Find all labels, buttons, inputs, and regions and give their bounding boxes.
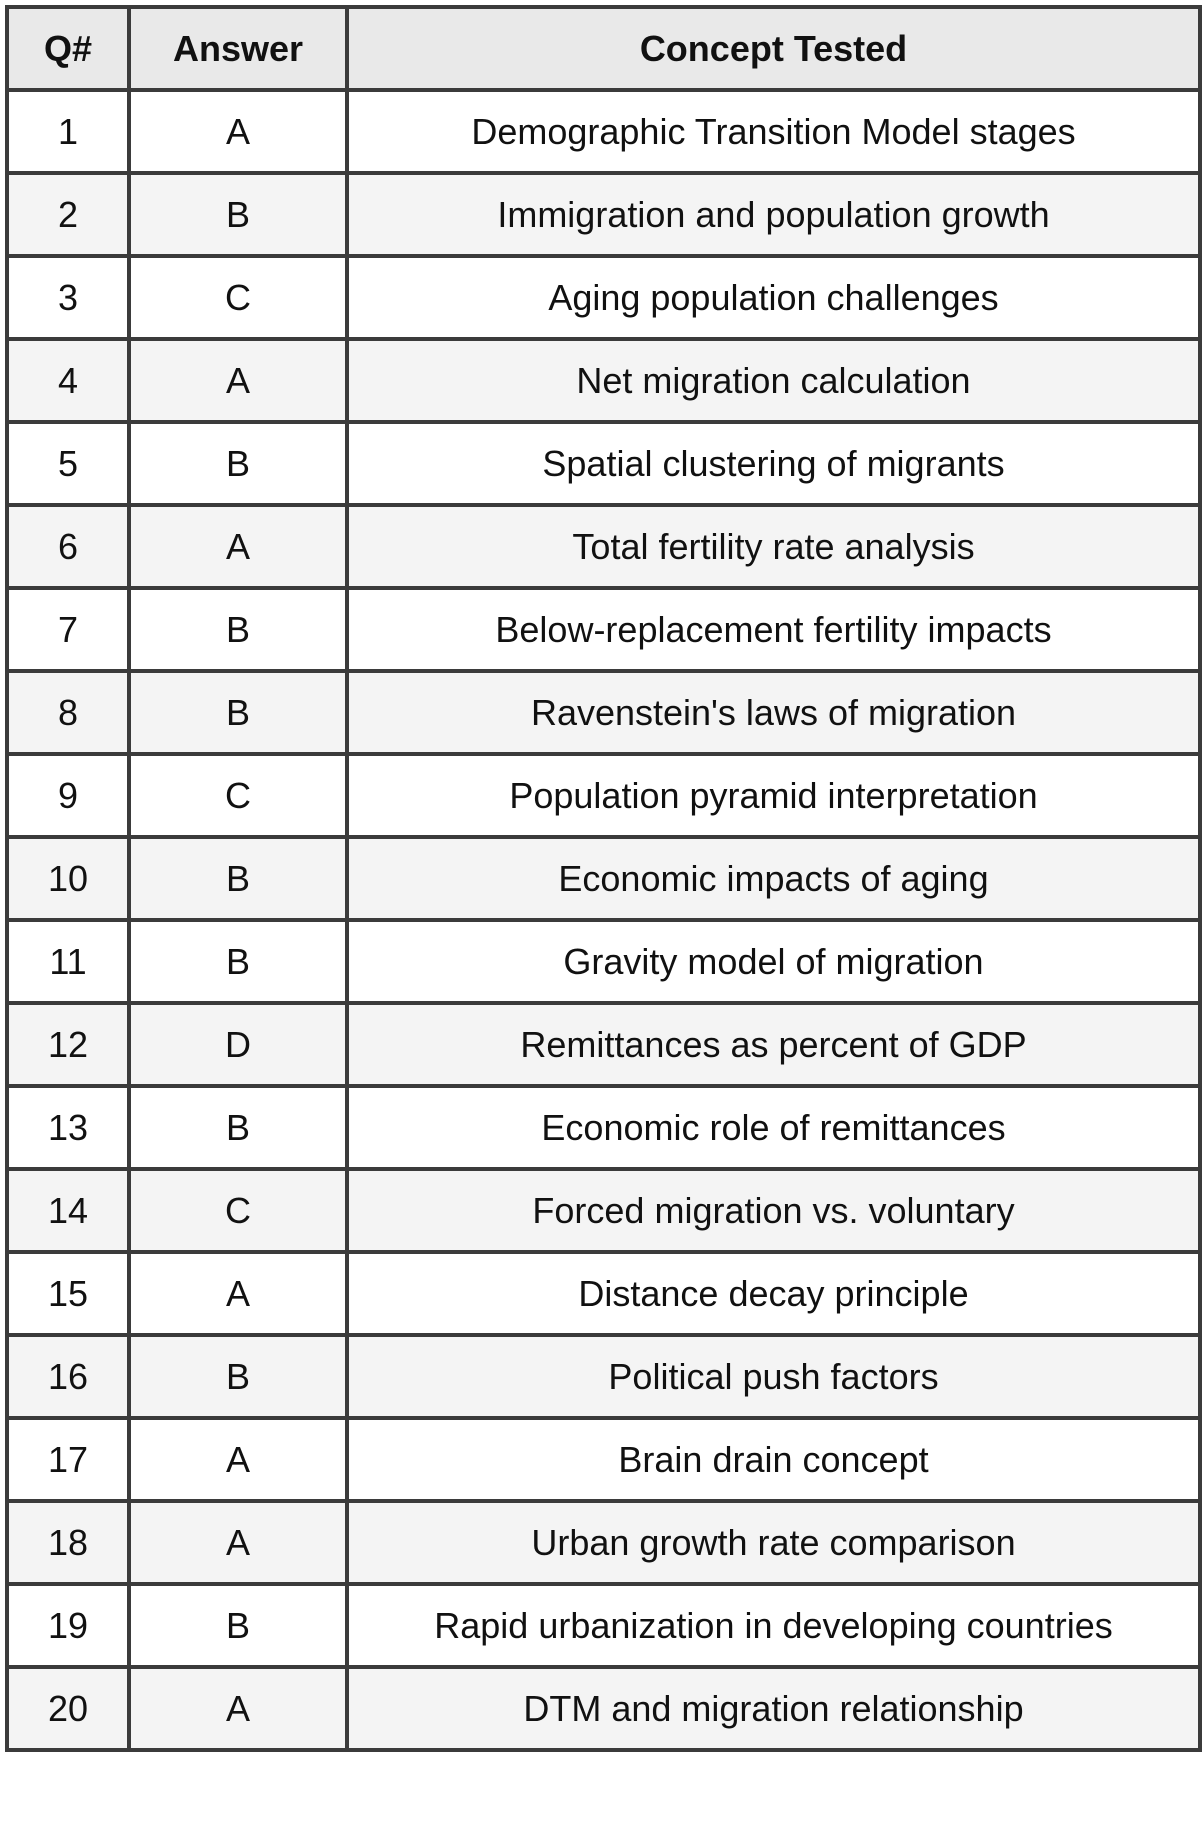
q-number-cell: 4 xyxy=(5,337,131,424)
header-concept-tested: Concept Tested xyxy=(345,5,1202,92)
q-number-cell: 19 xyxy=(5,1582,131,1669)
concept-cell: Remittances as percent of GDP xyxy=(345,1001,1202,1088)
answer-key-table: Q# Answer Concept Tested 1 A Demographic T… xyxy=(5,5,1202,1752)
q-number-cell: 8 xyxy=(5,669,131,756)
header-row: Q# Answer Concept Tested xyxy=(5,5,1202,92)
concept-cell: Net migration calculation xyxy=(345,337,1202,424)
table-row: 10 B Economic impacts of aging xyxy=(5,835,1202,922)
header-answer: Answer xyxy=(127,5,349,92)
q-number-cell: 13 xyxy=(5,1084,131,1171)
concept-cell: DTM and migration relationship xyxy=(345,1665,1202,1752)
q-number-cell: 1 xyxy=(5,88,131,175)
q-number-cell: 10 xyxy=(5,835,131,922)
concept-cell: Distance decay principle xyxy=(345,1250,1202,1337)
answer-cell: C xyxy=(127,752,349,839)
table-row: 15 A Distance decay principle xyxy=(5,1250,1202,1337)
table-row: 16 B Political push factors xyxy=(5,1333,1202,1420)
concept-cell: Brain drain concept xyxy=(345,1416,1202,1503)
answer-cell: A xyxy=(127,88,349,175)
q-number-cell: 7 xyxy=(5,586,131,673)
answer-cell: A xyxy=(127,503,349,590)
answer-cell: A xyxy=(127,1499,349,1586)
q-number-cell: 9 xyxy=(5,752,131,839)
table-row: 18 A Urban growth rate comparison xyxy=(5,1499,1202,1586)
answer-cell: B xyxy=(127,835,349,922)
q-number-cell: 11 xyxy=(5,918,131,1005)
q-number-cell: 5 xyxy=(5,420,131,507)
answer-cell: B xyxy=(127,420,349,507)
answer-cell: B xyxy=(127,1084,349,1171)
q-number-cell: 15 xyxy=(5,1250,131,1337)
q-number-cell: 12 xyxy=(5,1001,131,1088)
q-number-cell: 17 xyxy=(5,1416,131,1503)
q-number-cell: 18 xyxy=(5,1499,131,1586)
concept-cell: Rapid urbanization in developing countri… xyxy=(345,1582,1202,1669)
answer-cell: A xyxy=(127,1416,349,1503)
q-number-cell: 2 xyxy=(5,171,131,258)
answer-cell: B xyxy=(127,669,349,756)
table-row: 2 B Immigration and population growth xyxy=(5,171,1202,258)
answer-cell: A xyxy=(127,337,349,424)
table-row: 4 A Net migration calculation xyxy=(5,337,1202,424)
answer-key-container: Q# Answer Concept Tested 1 A Demographic T… xyxy=(5,5,1202,1752)
concept-cell: Gravity model of migration xyxy=(345,918,1202,1005)
answer-cell: C xyxy=(127,1167,349,1254)
table-row: 17 A Brain drain concept xyxy=(5,1416,1202,1503)
answer-cell: B xyxy=(127,171,349,258)
concept-cell: Economic role of remittances xyxy=(345,1084,1202,1171)
concept-cell: Forced migration vs. voluntary xyxy=(345,1167,1202,1254)
q-number-cell: 14 xyxy=(5,1167,131,1254)
concept-cell: Below-replacement fertility impacts xyxy=(345,586,1202,673)
concept-cell: Ravenstein's laws of migration xyxy=(345,669,1202,756)
concept-cell: Spatial clustering of migrants xyxy=(345,420,1202,507)
table-row: 3 C Aging population challenges xyxy=(5,254,1202,341)
concept-cell: Total fertility rate analysis xyxy=(345,503,1202,590)
header-q-number: Q# xyxy=(5,5,131,92)
table-row: 19 B Rapid urbanization in developing coun… xyxy=(5,1582,1202,1669)
table-row: 11 B Gravity model of migration xyxy=(5,918,1202,1005)
concept-cell: Political push factors xyxy=(345,1333,1202,1420)
concept-cell: Aging population challenges xyxy=(345,254,1202,341)
answer-cell: A xyxy=(127,1250,349,1337)
table-row: 13 B Economic role of remittances xyxy=(5,1084,1202,1171)
table-row: 9 C Population pyramid interpretation xyxy=(5,752,1202,839)
table-row: 12 D Remittances as percent of GDP xyxy=(5,1001,1202,1088)
table-row: 7 B Below-replacement fertility impacts xyxy=(5,586,1202,673)
answer-cell: B xyxy=(127,1582,349,1669)
q-number-cell: 3 xyxy=(5,254,131,341)
concept-cell: Immigration and population growth xyxy=(345,171,1202,258)
table-row: 6 A Total fertility rate analysis xyxy=(5,503,1202,590)
table-row: 8 B Ravenstein's laws of migration xyxy=(5,669,1202,756)
q-number-cell: 20 xyxy=(5,1665,131,1752)
table-row: 20 A DTM and migration relationship xyxy=(5,1665,1202,1752)
answer-cell: B xyxy=(127,918,349,1005)
table-row: 14 C Forced migration vs. voluntary xyxy=(5,1167,1202,1254)
answer-cell: B xyxy=(127,586,349,673)
table-row: 1 A Demographic Transition Model stages xyxy=(5,88,1202,175)
answer-cell: C xyxy=(127,254,349,341)
answer-cell: D xyxy=(127,1001,349,1088)
q-number-cell: 16 xyxy=(5,1333,131,1420)
concept-cell: Economic impacts of aging xyxy=(345,835,1202,922)
answer-cell: A xyxy=(127,1665,349,1752)
concept-cell: Urban growth rate comparison xyxy=(345,1499,1202,1586)
table-row: 5 B Spatial clustering of migrants xyxy=(5,420,1202,507)
concept-cell: Population pyramid interpretation xyxy=(345,752,1202,839)
concept-cell: Demographic Transition Model stages xyxy=(345,88,1202,175)
q-number-cell: 6 xyxy=(5,503,131,590)
answer-cell: B xyxy=(127,1333,349,1420)
